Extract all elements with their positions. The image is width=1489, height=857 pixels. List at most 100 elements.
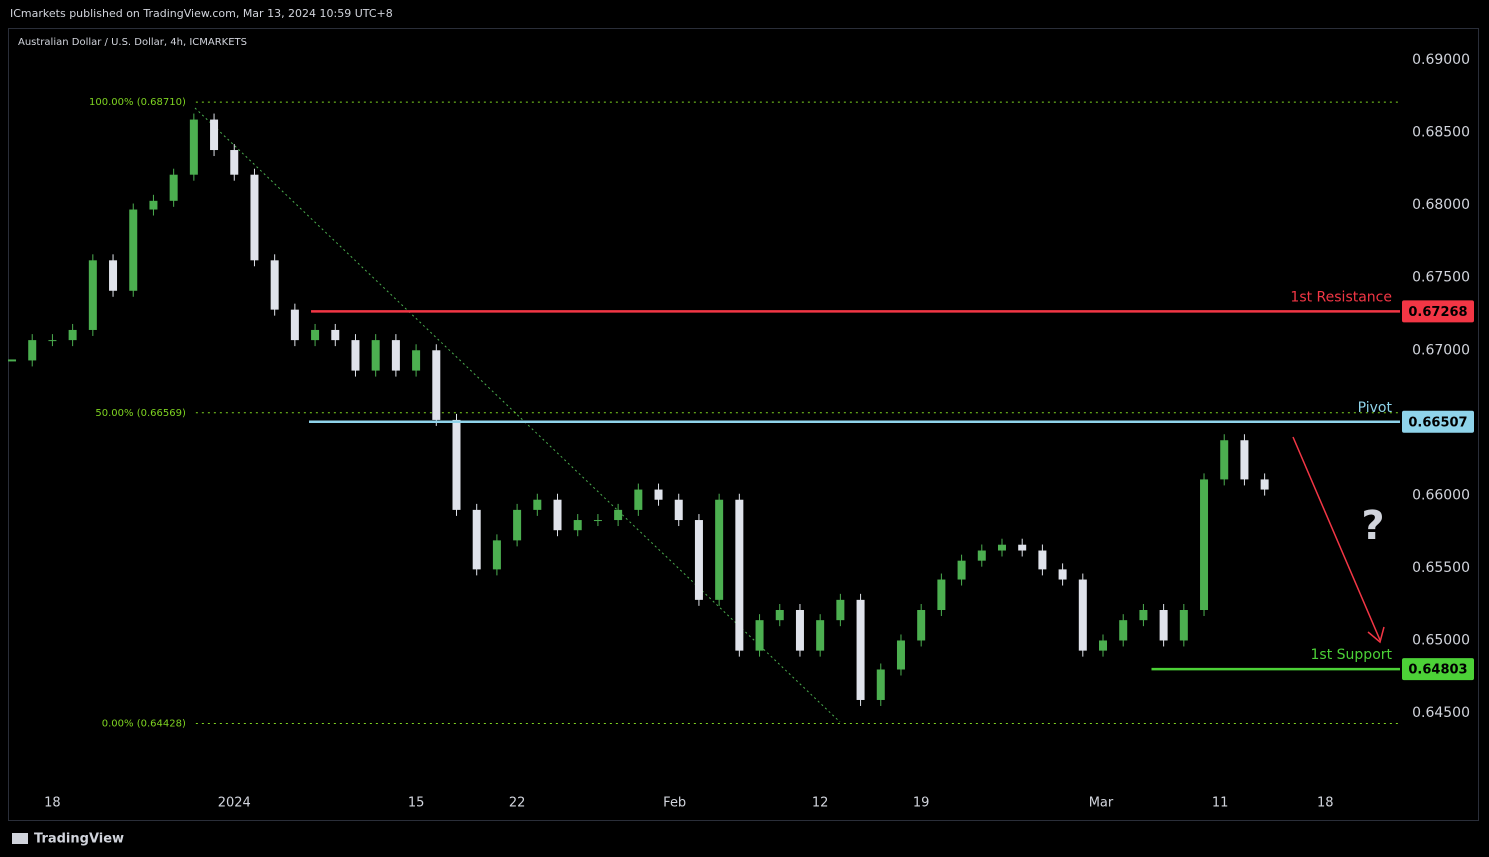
candle xyxy=(28,340,37,361)
x-tick-label: 18 xyxy=(1317,796,1334,811)
x-tick-label: Feb xyxy=(663,796,686,811)
y-tick-label: 0.64500 xyxy=(1412,705,1470,721)
y-tick-label: 0.65000 xyxy=(1412,632,1470,648)
y-tick-label: 0.65500 xyxy=(1412,560,1470,576)
trend-line xyxy=(194,107,841,723)
candle xyxy=(1179,610,1188,641)
candle xyxy=(997,544,1006,551)
candle xyxy=(1159,610,1168,641)
candle xyxy=(48,340,57,342)
candle xyxy=(1099,640,1108,651)
x-tick-label: Mar xyxy=(1089,796,1114,811)
x-tick-label: 15 xyxy=(408,796,425,811)
candle xyxy=(290,309,299,341)
x-tick-label: 18 xyxy=(44,796,61,811)
candle xyxy=(614,509,623,521)
candle xyxy=(371,340,380,371)
candle xyxy=(109,260,118,291)
candle xyxy=(896,640,905,670)
candle xyxy=(149,200,158,210)
price-tag-label: 0.66507 xyxy=(1408,415,1467,430)
candle xyxy=(917,610,926,641)
logo xyxy=(12,833,28,844)
candle xyxy=(795,610,804,651)
candle xyxy=(391,340,400,371)
candle xyxy=(68,329,77,341)
candle xyxy=(816,620,825,651)
candle xyxy=(1058,569,1067,580)
y-tick-label: 0.69000 xyxy=(1412,52,1470,68)
candle xyxy=(311,329,320,341)
candle xyxy=(513,509,522,541)
fib-label: 50.00% (0.66569) xyxy=(95,408,186,419)
level-name: 1st Support xyxy=(1311,647,1393,663)
candle xyxy=(452,419,461,510)
candle xyxy=(856,599,865,700)
arrow-head xyxy=(1367,626,1385,644)
candle xyxy=(876,669,885,700)
footer-brand: TradingView xyxy=(34,832,124,847)
candle xyxy=(88,260,97,330)
candle xyxy=(169,174,178,201)
candle xyxy=(937,579,946,611)
candle xyxy=(674,499,683,521)
x-tick-label: 2024 xyxy=(218,796,251,811)
candle xyxy=(1018,544,1027,551)
candle xyxy=(351,340,360,371)
candle xyxy=(957,560,966,580)
candle xyxy=(533,499,542,510)
candle xyxy=(634,489,643,510)
candle xyxy=(129,209,138,291)
candle xyxy=(694,520,703,600)
candle xyxy=(1119,620,1128,641)
candle xyxy=(189,119,198,175)
fib-label: 0.00% (0.64428) xyxy=(102,718,186,729)
price-tag xyxy=(1402,658,1474,681)
candle xyxy=(715,499,724,600)
symbol-title: Australian Dollar / U.S. Dollar, 4h, ICM… xyxy=(18,37,247,48)
price-tag-label: 0.67268 xyxy=(1408,305,1467,320)
price-tag xyxy=(1402,300,1474,323)
candle xyxy=(331,329,340,341)
price-tag xyxy=(1402,410,1474,433)
x-tick-label: 22 xyxy=(509,796,526,811)
y-tick-label: 0.66000 xyxy=(1412,487,1470,503)
candle xyxy=(977,550,986,561)
candle xyxy=(735,499,744,651)
y-tick-label: 0.67000 xyxy=(1412,342,1470,358)
y-tick-label: 0.67500 xyxy=(1412,270,1470,286)
candle xyxy=(472,509,481,570)
candle xyxy=(1240,440,1249,480)
x-tick-label: 19 xyxy=(913,796,930,811)
x-tick-label: 12 xyxy=(812,796,829,811)
x-tick-label: 11 xyxy=(1212,796,1229,811)
candle xyxy=(1038,550,1047,570)
candle xyxy=(230,150,239,175)
candle xyxy=(553,499,562,531)
level-name: Pivot xyxy=(1358,400,1393,416)
candle xyxy=(250,174,259,261)
fib-label: 100.00% (0.68710) xyxy=(89,97,186,108)
y-tick-label: 0.68000 xyxy=(1412,197,1470,213)
candle xyxy=(593,520,602,522)
annotation: ? xyxy=(1361,503,1384,549)
candle xyxy=(492,540,501,570)
candle xyxy=(836,599,845,621)
candle xyxy=(1139,610,1148,621)
candle xyxy=(654,489,663,500)
candle xyxy=(1220,440,1229,480)
candle xyxy=(1078,579,1087,651)
candle xyxy=(412,350,421,371)
header: ICmarkets published on TradingView.com, … xyxy=(10,7,393,20)
candle xyxy=(775,610,784,621)
candle xyxy=(755,620,764,651)
candle xyxy=(432,350,441,420)
candle xyxy=(1200,479,1209,611)
level-name: 1st Resistance xyxy=(1290,289,1392,305)
price-tag-label: 0.64803 xyxy=(1408,663,1467,678)
candle xyxy=(573,520,582,531)
candle xyxy=(1260,479,1269,490)
